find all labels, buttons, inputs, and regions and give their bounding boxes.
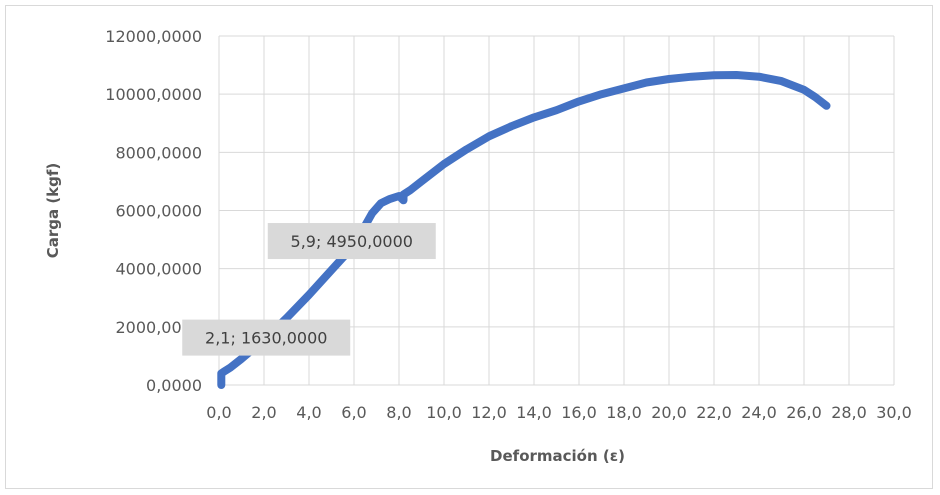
x-tick-label: 28,0 — [831, 403, 867, 422]
x-tick-label: 12,0 — [471, 403, 507, 422]
y-tick-label: 8000,0000 — [115, 143, 202, 162]
x-tick-label: 8,0 — [386, 403, 411, 422]
data-label: 2,1; 1630,0000 — [182, 319, 351, 356]
x-tick-label: 2,0 — [251, 403, 276, 422]
x-tick-label: 24,0 — [741, 403, 777, 422]
x-tick-label: 14,0 — [516, 403, 552, 422]
data-label-text: 2,1; 1630,0000 — [205, 329, 327, 348]
x-tick-label: 16,0 — [561, 403, 597, 422]
annotation-layer: 5,9; 4950,0000 2,1; 1630,0000 — [182, 223, 436, 356]
y-axis-title: Carga (kgf) — [44, 163, 62, 259]
y-tick-label: 4000,0000 — [115, 260, 202, 279]
data-label-box — [182, 319, 351, 356]
tick-layer: 0,0000 2000,0000 4000,0000 6000,0000 8000,00… — [105, 27, 912, 422]
x-tick-label: 18,0 — [606, 403, 642, 422]
x-tick-label: 20,0 — [651, 403, 687, 422]
x-axis-title: Deformación (ε) — [490, 447, 625, 465]
x-tick-label: 6,0 — [341, 403, 366, 422]
data-label-box — [267, 223, 436, 260]
x-tick-label: 26,0 — [786, 403, 822, 422]
chart-svg: 0,0000 2000,0000 4000,0000 6000,0000 8000,00… — [44, 27, 912, 465]
x-tick-label: 0,0 — [206, 403, 231, 422]
x-tick-label: 30,0 — [876, 403, 912, 422]
y-tick-label: 6000,0000 — [115, 202, 202, 221]
y-tick-label: 12000,0000 — [105, 27, 202, 46]
data-label-text: 5,9; 4950,0000 — [291, 232, 413, 251]
x-tick-label: 10,0 — [426, 403, 462, 422]
x-tick-label: 4,0 — [296, 403, 321, 422]
y-tick-label: 2000,0000 — [115, 318, 202, 337]
data-label: 5,9; 4950,0000 — [267, 223, 436, 260]
grid-layer — [218, 35, 895, 386]
x-tick-label: 22,0 — [696, 403, 732, 422]
y-tick-label: 0,0000 — [146, 376, 202, 395]
line-layer — [217, 71, 831, 389]
y-tick-label: 10000,0000 — [105, 85, 202, 104]
series-line — [217, 71, 831, 389]
chart-frame: 0,0000 2000,0000 4000,0000 6000,0000 8000,00… — [5, 5, 933, 489]
